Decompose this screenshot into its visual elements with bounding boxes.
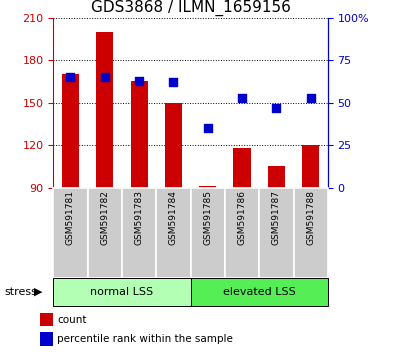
Bar xyxy=(259,188,293,278)
Text: GSM591788: GSM591788 xyxy=(306,190,315,245)
Bar xyxy=(225,188,259,278)
Point xyxy=(239,95,245,101)
Point xyxy=(308,95,314,101)
Text: ▶: ▶ xyxy=(34,287,42,297)
Bar xyxy=(190,278,328,306)
Bar xyxy=(199,186,216,188)
Bar xyxy=(156,188,190,278)
Bar xyxy=(96,32,113,188)
Bar xyxy=(88,188,122,278)
Bar xyxy=(53,188,88,278)
Bar xyxy=(122,188,156,278)
Text: normal LSS: normal LSS xyxy=(90,287,154,297)
Bar xyxy=(268,166,285,188)
Text: GSM591787: GSM591787 xyxy=(272,190,281,245)
Bar xyxy=(190,188,225,278)
Text: count: count xyxy=(57,315,87,325)
Text: stress: stress xyxy=(4,287,37,297)
Point xyxy=(136,78,142,84)
Text: GSM591783: GSM591783 xyxy=(135,190,144,245)
Text: GSM591781: GSM591781 xyxy=(66,190,75,245)
Bar xyxy=(165,103,182,188)
Bar xyxy=(293,188,328,278)
Bar xyxy=(130,81,148,188)
Text: percentile rank within the sample: percentile rank within the sample xyxy=(57,334,233,344)
Bar xyxy=(53,278,190,306)
Bar xyxy=(302,145,319,188)
Point xyxy=(273,105,280,110)
Text: GSM591785: GSM591785 xyxy=(203,190,212,245)
Point xyxy=(205,125,211,131)
Title: GDS3868 / ILMN_1659156: GDS3868 / ILMN_1659156 xyxy=(90,0,291,16)
Text: GSM591782: GSM591782 xyxy=(100,190,109,245)
Bar xyxy=(233,148,251,188)
Bar xyxy=(62,74,79,188)
Text: GSM591786: GSM591786 xyxy=(237,190,246,245)
Text: GSM591784: GSM591784 xyxy=(169,190,178,245)
Point xyxy=(102,74,108,80)
Text: elevated LSS: elevated LSS xyxy=(223,287,295,297)
Point xyxy=(67,74,73,80)
Point xyxy=(170,79,177,85)
